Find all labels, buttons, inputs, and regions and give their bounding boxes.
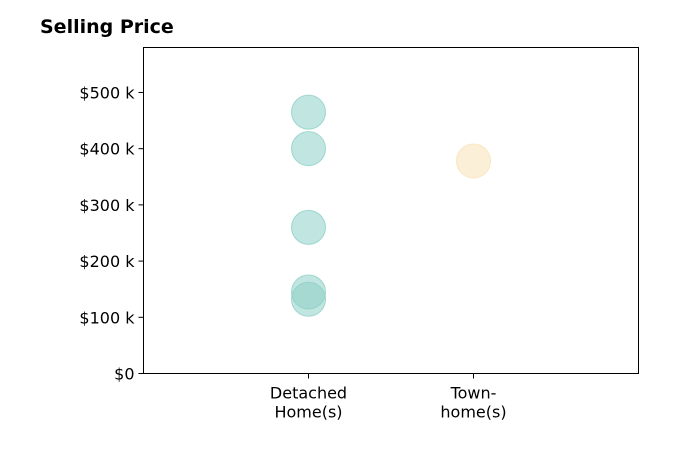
y-tick-label: $500 k	[79, 83, 135, 102]
data-point	[291, 209, 326, 245]
data-point	[291, 281, 326, 317]
x-tick-label: Town-	[450, 384, 497, 403]
y-tick-label: $300 k	[79, 196, 135, 215]
x-tick-label: home(s)	[440, 403, 506, 422]
data-point	[291, 131, 326, 167]
plot-frame	[143, 47, 639, 374]
x-tick-label: Detached	[270, 384, 347, 403]
x-tick-label: Home(s)	[274, 403, 342, 422]
data-point	[456, 143, 491, 179]
data-point	[291, 94, 326, 130]
y-tick-label: $0	[114, 365, 134, 384]
y-tick-label: $100 k	[79, 308, 135, 327]
y-tick-label: $200 k	[79, 252, 135, 271]
chart-title: Selling Price	[40, 16, 174, 38]
y-tick-label: $400 k	[79, 140, 135, 159]
